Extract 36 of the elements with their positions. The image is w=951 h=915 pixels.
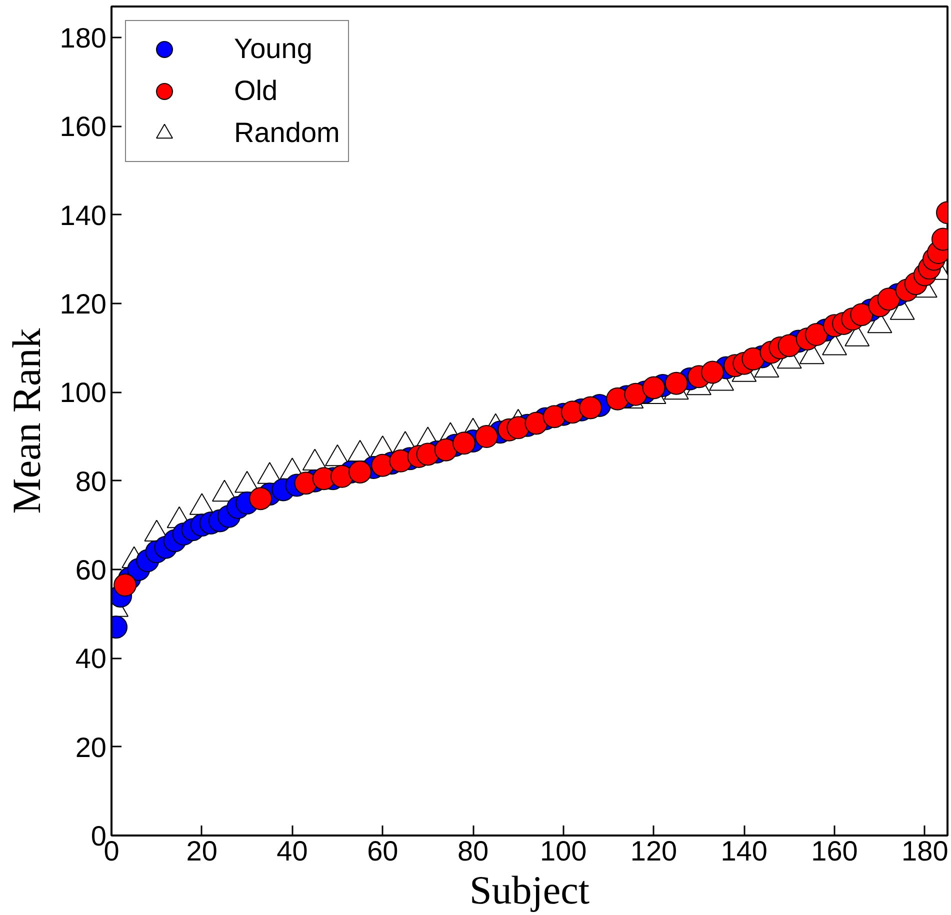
x-tick-label: 20 <box>186 836 218 866</box>
legend-label: Random <box>234 117 340 149</box>
y-tick-label: 80 <box>75 466 107 497</box>
point <box>804 323 828 346</box>
x-tick-label: 100 <box>540 836 587 866</box>
y-tick-label: 180 <box>60 22 106 54</box>
x-tick-label: 80 <box>457 836 489 866</box>
y-tick-label: 100 <box>60 377 106 408</box>
x-tick-label: 120 <box>630 836 678 866</box>
point <box>249 487 272 510</box>
point <box>114 574 137 597</box>
y-tick-label: 40 <box>75 643 107 674</box>
x-tick-label: 60 <box>367 836 398 866</box>
x-tick-label: 180 <box>902 836 948 866</box>
point <box>348 460 372 484</box>
legend-label: Old <box>234 75 278 107</box>
y-tick-label: 20 <box>75 732 107 763</box>
y-axis-title: Mean Rank <box>4 328 49 514</box>
x-tick-label: 160 <box>811 836 858 866</box>
legend-label: Young <box>234 33 312 65</box>
x-axis-title: Subject <box>470 868 590 912</box>
point <box>778 334 801 358</box>
point <box>475 425 498 448</box>
x-tick-label: 40 <box>276 836 308 866</box>
y-tick-label: 140 <box>60 200 106 231</box>
y-tick-label: 160 <box>60 111 106 142</box>
point <box>664 372 688 395</box>
point <box>877 288 900 311</box>
point <box>452 432 476 455</box>
point <box>742 347 765 370</box>
point <box>642 376 666 400</box>
y-tick-label: 120 <box>60 288 106 320</box>
point <box>701 360 724 384</box>
point <box>850 303 874 326</box>
x-tick-label: 140 <box>720 836 768 866</box>
y-tick-label: 60 <box>75 554 107 586</box>
